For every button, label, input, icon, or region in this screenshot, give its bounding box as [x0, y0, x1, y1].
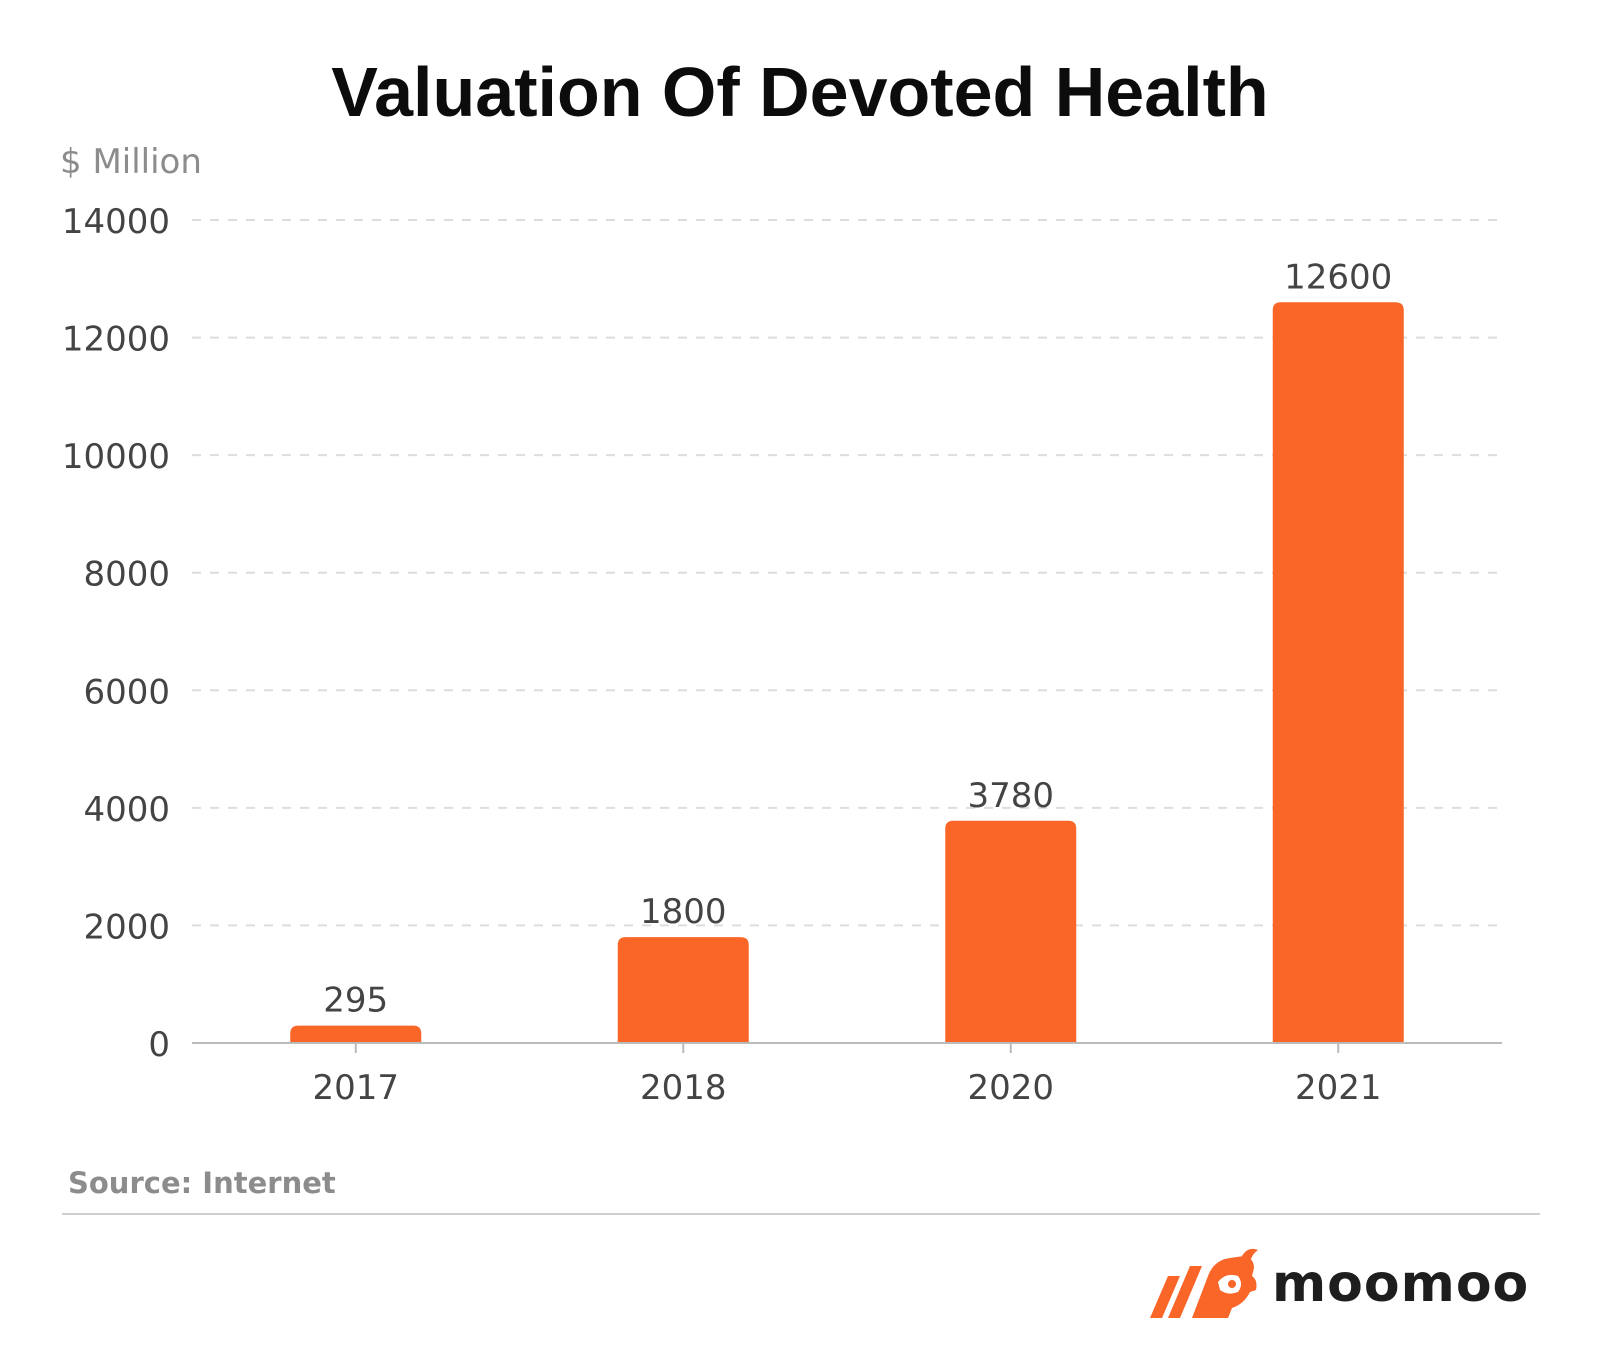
bars — [290, 302, 1404, 1043]
data-label-2020: 3780 — [967, 776, 1054, 816]
logo-bull-eye — [1228, 1280, 1236, 1288]
data-label-2021: 12600 — [1284, 257, 1392, 297]
y-tick-label: 4000 — [83, 790, 170, 830]
x-tick-label: 2018 — [640, 1068, 727, 1108]
y-tick-label: 2000 — [83, 907, 170, 947]
y-tick-label: 12000 — [62, 320, 170, 360]
y-tick-label: 10000 — [62, 437, 170, 477]
data-label-2018: 1800 — [640, 892, 727, 932]
x-axis-ticks: 2017 2018 2020 2021 — [312, 1043, 1382, 1108]
bar-2018 — [617, 937, 749, 1043]
logo-stripe — [1168, 1266, 1202, 1318]
x-tick-label: 2017 — [312, 1068, 399, 1108]
chart-title: Valuation Of Devoted Health — [331, 53, 1269, 131]
data-labels: 295 1800 3780 12600 — [323, 257, 1392, 1020]
y-axis-ticks: 0 2000 4000 6000 8000 10000 12000 14000 — [62, 202, 170, 1065]
data-label-2017: 295 — [323, 981, 388, 1021]
gridlines — [192, 219, 1502, 927]
y-tick-label: 14000 — [62, 202, 170, 242]
x-tick-label: 2020 — [967, 1068, 1054, 1108]
brand-logo: moomoo — [1148, 1246, 1548, 1324]
source-note: Source: Internet — [68, 1166, 336, 1200]
x-tick-label: 2021 — [1295, 1068, 1382, 1108]
logo-bull-horn — [1242, 1248, 1258, 1262]
bar-2021 — [1272, 302, 1404, 1043]
y-tick-label: 8000 — [83, 555, 170, 595]
y-tick-label: 6000 — [83, 672, 170, 712]
logo-stripe — [1150, 1276, 1180, 1318]
footer-divider — [62, 1213, 1540, 1215]
bar-2020 — [945, 820, 1077, 1043]
y-tick-label: 0 — [148, 1025, 170, 1065]
moomoo-bull-icon — [1150, 1248, 1258, 1318]
brand-name: moomoo — [1272, 1254, 1530, 1314]
y-axis-unit-label: $ Million — [60, 142, 202, 182]
bar-2017 — [290, 1025, 422, 1043]
